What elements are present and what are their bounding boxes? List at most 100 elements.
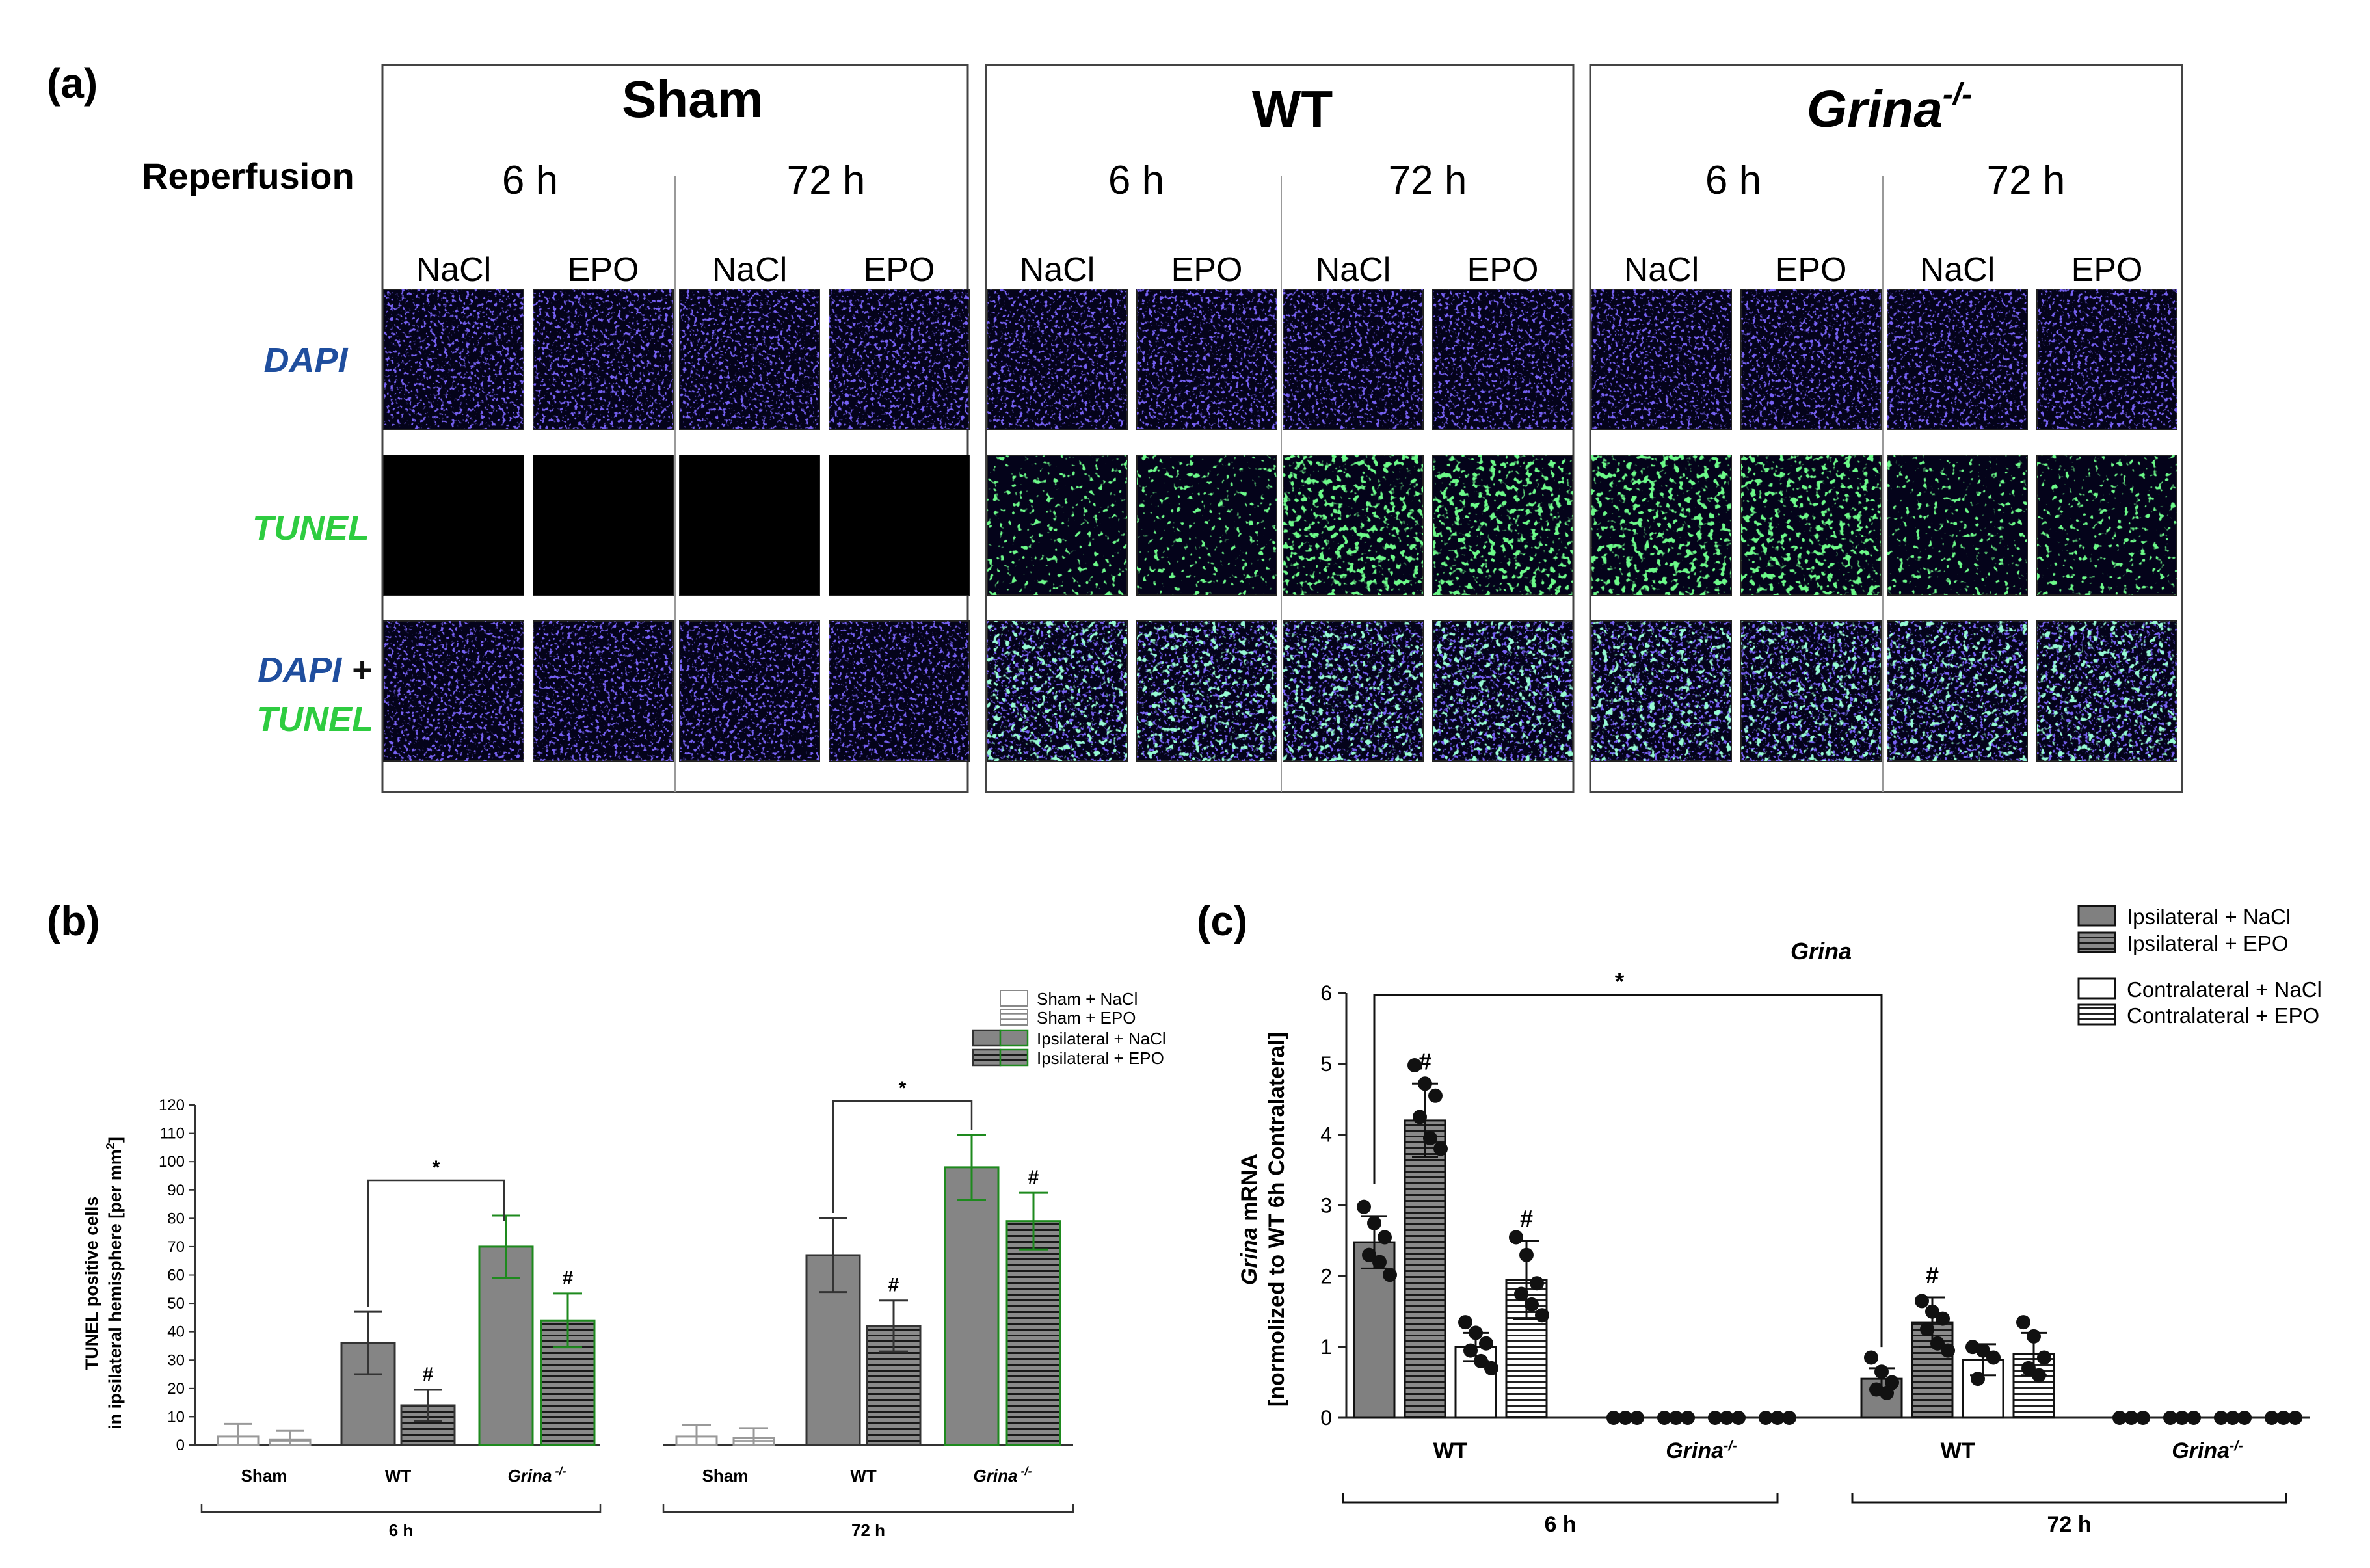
panel-c-ylabel-line2: [normolized to WT 6h Contralateral] xyxy=(1264,1032,1289,1407)
treatment-label: NaCl xyxy=(416,251,492,289)
x-category-label: Grina-/- xyxy=(2172,1437,2243,1463)
micrograph-tunel xyxy=(2037,455,2177,595)
micrograph-dapi xyxy=(1433,289,1573,429)
panel-a-row-labels: DAPI TUNEL DAPI + TUNEL xyxy=(252,341,373,739)
y-tick-label: 20 xyxy=(167,1380,185,1398)
micrograph-merge-tunel xyxy=(1283,621,1423,761)
micrograph-dapi xyxy=(1887,289,2027,429)
data-point xyxy=(1885,1375,1899,1390)
data-point xyxy=(2037,1350,2051,1365)
significance-mark-hash: # xyxy=(1520,1205,1533,1232)
x-category-sup: -/- xyxy=(1724,1437,1737,1454)
data-point xyxy=(2021,1361,2036,1375)
bar xyxy=(1404,1119,1446,1419)
y-tick-label: 6 xyxy=(1320,981,1332,1005)
micrograph-tunel-empty xyxy=(384,455,524,595)
panel-b-ylabel-line2: in ipsilateral hemisphere [per mm2] xyxy=(104,1137,125,1429)
data-point xyxy=(1936,1311,1950,1326)
reperfusion-label: Reperfusion xyxy=(142,155,354,196)
group-title-grina: Grina-/- xyxy=(1807,77,1972,138)
data-point xyxy=(1915,1294,1929,1309)
significance-mark-hash: # xyxy=(423,1364,434,1385)
data-point xyxy=(1864,1350,1878,1365)
data-point xyxy=(2112,1411,2127,1425)
y-tick-label: 0 xyxy=(1320,1406,1332,1429)
y-tick-label: 0 xyxy=(176,1437,185,1454)
micrograph-dapi xyxy=(1137,289,1277,429)
significance-mark-hash: # xyxy=(1028,1167,1039,1188)
data-point xyxy=(2163,1411,2177,1425)
data-point xyxy=(1708,1411,1722,1425)
group-box-grina xyxy=(1589,64,2183,793)
data-point xyxy=(1770,1411,1785,1425)
data-point xyxy=(1469,1325,1483,1340)
data-point xyxy=(1423,1131,1437,1146)
timepoint-bracket xyxy=(200,1504,602,1513)
data-point xyxy=(1413,1110,1427,1124)
panel-c-title: Grina xyxy=(1791,938,1852,964)
micrograph-merge-dapi xyxy=(829,621,969,761)
timepoint-label: 72 h xyxy=(2047,1512,2091,1537)
legend-swatch xyxy=(1000,1009,1028,1026)
panel-label-b: (b) xyxy=(47,897,100,944)
data-point xyxy=(2175,1411,2189,1425)
micrograph-merge-tunel xyxy=(1741,621,1881,761)
data-point xyxy=(1941,1343,1955,1358)
x-category-label: Grina -/- xyxy=(508,1465,566,1485)
timepoint-label: 72 h xyxy=(851,1521,885,1540)
data-point xyxy=(1971,1372,1985,1387)
micrograph-merge-tunel xyxy=(987,621,1127,761)
legend-swatch xyxy=(972,1029,1002,1047)
significance-star: * xyxy=(899,1078,907,1099)
data-point xyxy=(2214,1411,2228,1425)
panel-a-micrographs: Sham WT Grina-/- Reperfusion 6 h 72 h NaCl… xyxy=(142,64,2183,793)
data-point xyxy=(1669,1411,1683,1425)
y-tick-label: 60 xyxy=(167,1267,185,1284)
timepoint-bracket xyxy=(1342,1493,1779,1504)
legend-label: Contralateral + EPO xyxy=(2127,1003,2319,1028)
panel-b-axes: 0 10 20 30 40 50 60 70 80 90 100 110 120 Sham WT Grina … xyxy=(159,1096,1074,1540)
data-point xyxy=(1606,1411,1621,1425)
data-point xyxy=(1535,1308,1549,1323)
micrograph-merge-tunel xyxy=(1137,621,1277,761)
y-tick-label: 100 xyxy=(159,1153,185,1171)
y-tick-label: 4 xyxy=(1320,1123,1332,1147)
legend-label: Ipsilateral + EPO xyxy=(2127,931,2289,955)
data-point xyxy=(2187,1411,2201,1425)
panel-b-bars: # # # # * * xyxy=(217,1078,1061,1446)
x-category-label: Sham xyxy=(702,1466,749,1485)
data-point xyxy=(1509,1230,1523,1245)
x-category-label: Sham xyxy=(241,1466,287,1485)
data-point xyxy=(1362,1247,1376,1262)
data-point xyxy=(2016,1315,2030,1330)
legend-swatch xyxy=(999,1029,1029,1047)
treatment-label: EPO xyxy=(568,251,639,289)
legend-swatch xyxy=(972,1048,1002,1067)
legend-label: Contralateral + NaCl xyxy=(2127,977,2322,1002)
data-point xyxy=(1925,1304,1939,1319)
data-point xyxy=(1874,1364,1889,1379)
micrograph-merge-tunel xyxy=(1887,621,2027,761)
micrograph-merge-dapi xyxy=(680,621,819,761)
panel-c-ylabel-italic: Grina xyxy=(1237,1227,1262,1285)
legend-swatch xyxy=(2077,931,2116,953)
micrograph-dapi xyxy=(1283,289,1423,429)
significance-bracket xyxy=(1373,994,1883,1348)
data-point xyxy=(2136,1411,2150,1425)
group-title-grina-sup: -/- xyxy=(1943,77,1972,112)
micrograph-dapi xyxy=(1741,289,1881,429)
panel-b-ylabel-line2-text: in ipsilateral hemisphere [per mm xyxy=(105,1149,125,1429)
data-point xyxy=(1479,1336,1493,1351)
micrograph-merge-tunel xyxy=(2037,621,2177,761)
x-category-label: Grina -/- xyxy=(974,1465,1032,1485)
micrograph-merge-dapi xyxy=(384,621,524,761)
y-tick-label: 50 xyxy=(167,1295,185,1312)
data-point xyxy=(1976,1343,1990,1358)
legend-swatch xyxy=(1000,990,1028,1007)
data-point xyxy=(2265,1411,2279,1425)
data-point xyxy=(1428,1088,1443,1103)
micrograph-tunel-empty xyxy=(680,455,819,595)
group-title-sham: Sham xyxy=(622,70,764,128)
